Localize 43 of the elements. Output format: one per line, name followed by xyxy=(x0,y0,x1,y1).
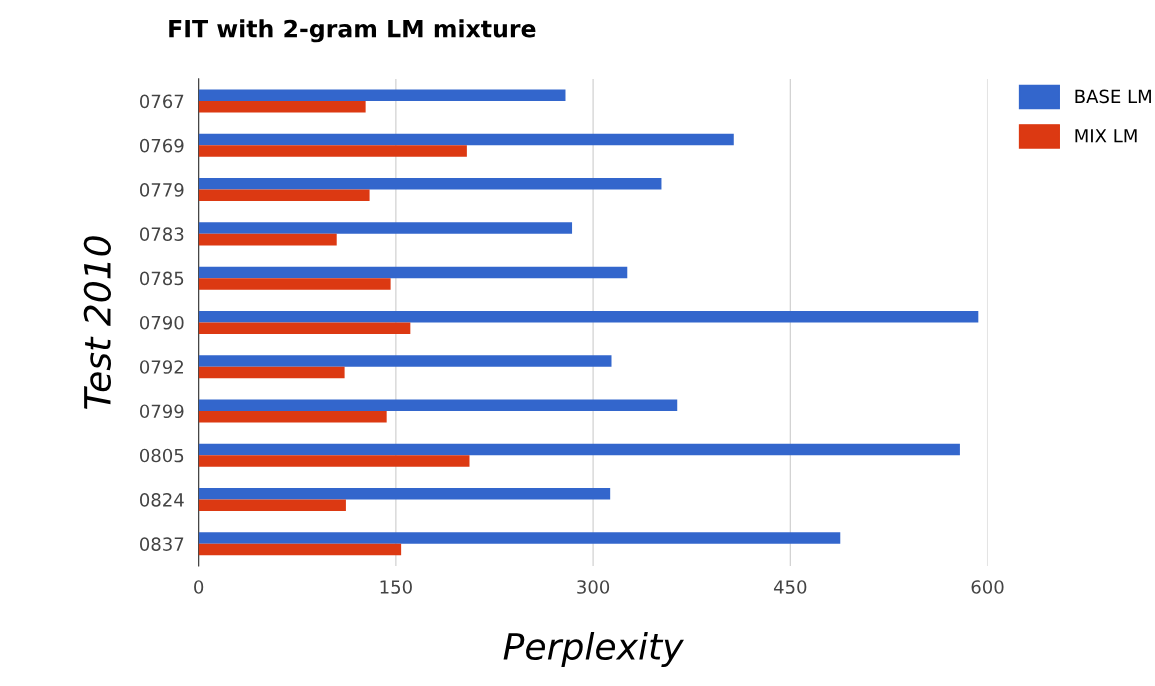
bar xyxy=(198,543,402,556)
bar xyxy=(198,399,678,411)
x-tick-label: 600 xyxy=(971,580,1004,594)
y-tick-label: 0805 xyxy=(140,448,184,463)
bar xyxy=(198,410,387,423)
bar xyxy=(198,322,411,334)
bar xyxy=(198,145,467,157)
bar xyxy=(198,133,734,146)
x-tick-label: 150 xyxy=(380,580,412,594)
legend-label: MIX LM xyxy=(1075,129,1137,143)
bar xyxy=(198,266,628,279)
bar xyxy=(198,222,573,234)
bar xyxy=(198,499,346,512)
bar xyxy=(198,488,611,500)
bar xyxy=(198,189,370,202)
y-tick-label: 0779 xyxy=(140,183,184,197)
bar xyxy=(198,532,841,544)
y-tick-label: 0767 xyxy=(140,94,184,109)
bar xyxy=(198,455,470,467)
y-tick-label: 0837 xyxy=(140,537,184,551)
y-tick-label: 0783 xyxy=(140,227,184,241)
bar xyxy=(198,355,612,367)
x-axis-title: Perplexity xyxy=(503,632,684,667)
x-tick-label: 300 xyxy=(577,580,610,594)
bar xyxy=(198,443,960,456)
y-tick-label: 0792 xyxy=(140,360,183,374)
x-tick-label: 0 xyxy=(194,580,204,594)
bar xyxy=(198,233,337,246)
bar xyxy=(198,101,366,113)
bar xyxy=(198,310,979,323)
y-tick-label: 0785 xyxy=(140,271,184,286)
x-tick-label: 450 xyxy=(773,580,807,594)
legend-label: BASE LM xyxy=(1075,89,1151,104)
y-tick-label: 0769 xyxy=(140,138,184,153)
y-tick-label: 0799 xyxy=(140,404,184,419)
y-tick-label: 0824 xyxy=(140,492,184,507)
y-axis-title: Test 2010 xyxy=(83,236,111,409)
y-tick-label: 0790 xyxy=(140,315,184,330)
bar xyxy=(198,89,566,102)
bar xyxy=(198,178,662,190)
bar xyxy=(198,366,345,379)
chart-title: FIT with 2-gram LM mixture xyxy=(169,19,536,43)
bar xyxy=(198,278,391,290)
